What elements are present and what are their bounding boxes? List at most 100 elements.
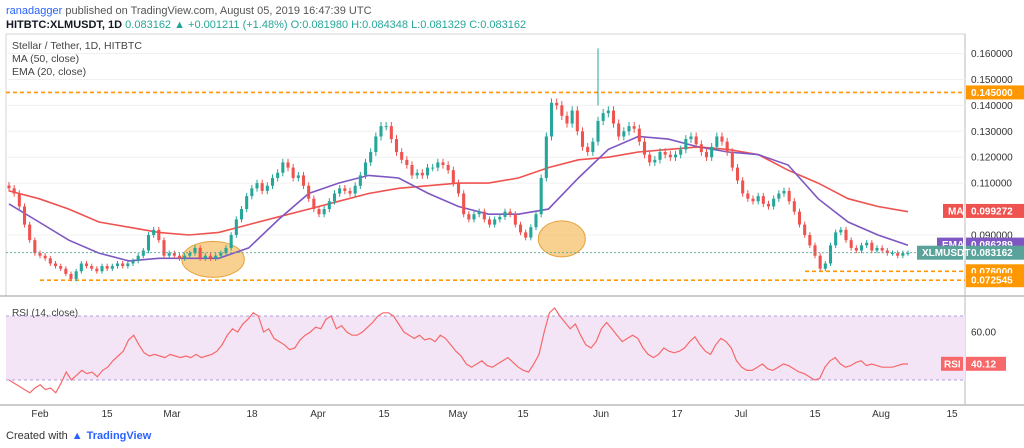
candle-body <box>353 185 357 194</box>
candle-body <box>301 175 306 186</box>
time-axis-label: Jul <box>735 409 748 420</box>
candle-body <box>885 250 889 254</box>
candle-body <box>270 177 275 186</box>
price-tick-label: 0.090000 <box>971 230 1013 241</box>
ma-tag: MA <box>948 206 964 217</box>
candle-body <box>441 162 445 165</box>
candle-body <box>513 214 517 225</box>
candle-body <box>183 255 187 259</box>
candle-body <box>570 110 574 124</box>
candle-body <box>363 162 368 176</box>
candle-body <box>617 123 621 137</box>
candle-body <box>580 131 585 147</box>
candle-body <box>188 253 192 256</box>
rsi-value-label: 40.12 <box>971 359 996 370</box>
candle-body <box>560 105 564 116</box>
time-axis-label: 17 <box>671 409 683 420</box>
candle-body <box>906 253 910 255</box>
candle-body <box>808 234 812 246</box>
candle-body <box>467 214 471 220</box>
candle-body <box>172 253 176 256</box>
candle-body <box>286 162 290 168</box>
candle-body <box>890 253 895 255</box>
candle-body <box>735 167 740 181</box>
candle-body <box>167 253 171 256</box>
candle-body <box>627 126 631 132</box>
candle-body <box>854 247 858 251</box>
candle-body <box>730 152 734 168</box>
candle-body <box>761 196 765 204</box>
candle-body <box>673 154 678 158</box>
candle-body <box>69 273 73 280</box>
tradingview-logo-icon: ▲ <box>71 430 83 442</box>
time-axis-label: May <box>449 409 468 420</box>
candle-body <box>451 170 455 184</box>
candle-body <box>152 229 156 235</box>
candle-body <box>555 102 559 106</box>
time-axis-label: Jun <box>593 409 609 420</box>
legend-ema: EMA (20, close) <box>12 66 87 78</box>
candle-body <box>276 172 280 178</box>
publish-info: published on TradingView.com, August 05,… <box>65 5 372 17</box>
candle-body <box>219 253 223 256</box>
candle-body <box>622 131 626 137</box>
ma-value-label-bg <box>966 203 1024 218</box>
candle-body <box>611 110 616 124</box>
candle-body <box>539 177 543 215</box>
candle-body <box>436 162 440 168</box>
candle-body <box>53 263 58 267</box>
candle-body <box>369 152 373 163</box>
candle-body <box>797 211 802 225</box>
candle-body <box>710 146 714 158</box>
candle-body <box>38 253 42 256</box>
price-tick-label: 0.130000 <box>971 127 1013 138</box>
candle-body <box>823 263 827 269</box>
candle-body <box>684 139 688 150</box>
candle-body <box>658 152 662 160</box>
candle-body <box>565 115 569 124</box>
candle-body <box>648 154 652 163</box>
candle-body <box>725 141 729 153</box>
price-tick-label: 0.140000 <box>971 101 1013 112</box>
ema20-line <box>8 135 909 262</box>
candle-body <box>229 234 233 248</box>
candle-body <box>534 214 538 228</box>
candle-body <box>782 190 786 194</box>
candle-body <box>245 196 249 210</box>
candle-body <box>741 180 745 194</box>
candle-body <box>653 159 657 163</box>
candle-body <box>549 102 554 137</box>
candle-body <box>529 227 533 238</box>
candle-body <box>281 162 285 173</box>
candle-body <box>508 211 512 215</box>
candle-body <box>493 219 497 225</box>
time-axis-label: Aug <box>872 409 890 420</box>
candle-body <box>28 224 32 241</box>
tradingview-brand[interactable]: TradingView <box>86 430 152 442</box>
last-price-label: 0.083162 <box>971 248 1013 259</box>
candle-body <box>203 255 207 259</box>
created-with-label: Created with <box>6 430 68 442</box>
price-tick-label: 0.160000 <box>971 49 1013 60</box>
candle-body <box>524 232 528 238</box>
candle-body <box>787 190 791 202</box>
candle-body <box>746 193 750 199</box>
time-axis-label: 15 <box>946 409 958 420</box>
support2-label: 0.072545 <box>971 276 1013 287</box>
candle-body <box>865 242 869 246</box>
candle-body <box>394 139 399 153</box>
rsi-tick-label: 60.00 <box>971 328 996 339</box>
candle-body <box>74 271 78 280</box>
candle-body <box>384 126 388 128</box>
author-link[interactable]: ranadagger <box>6 5 63 17</box>
rsi-line <box>8 307 908 394</box>
candle-body <box>358 175 362 186</box>
highlight-zone <box>181 240 245 278</box>
candle-body <box>90 266 94 269</box>
candle-body <box>136 255 140 261</box>
ohlc-values: O:0.081980 H:0.084348 L:0.081329 C:0.083… <box>290 19 527 31</box>
candle-body <box>477 211 481 215</box>
time-axis-label: Mar <box>163 409 181 420</box>
candle-body <box>462 193 466 215</box>
